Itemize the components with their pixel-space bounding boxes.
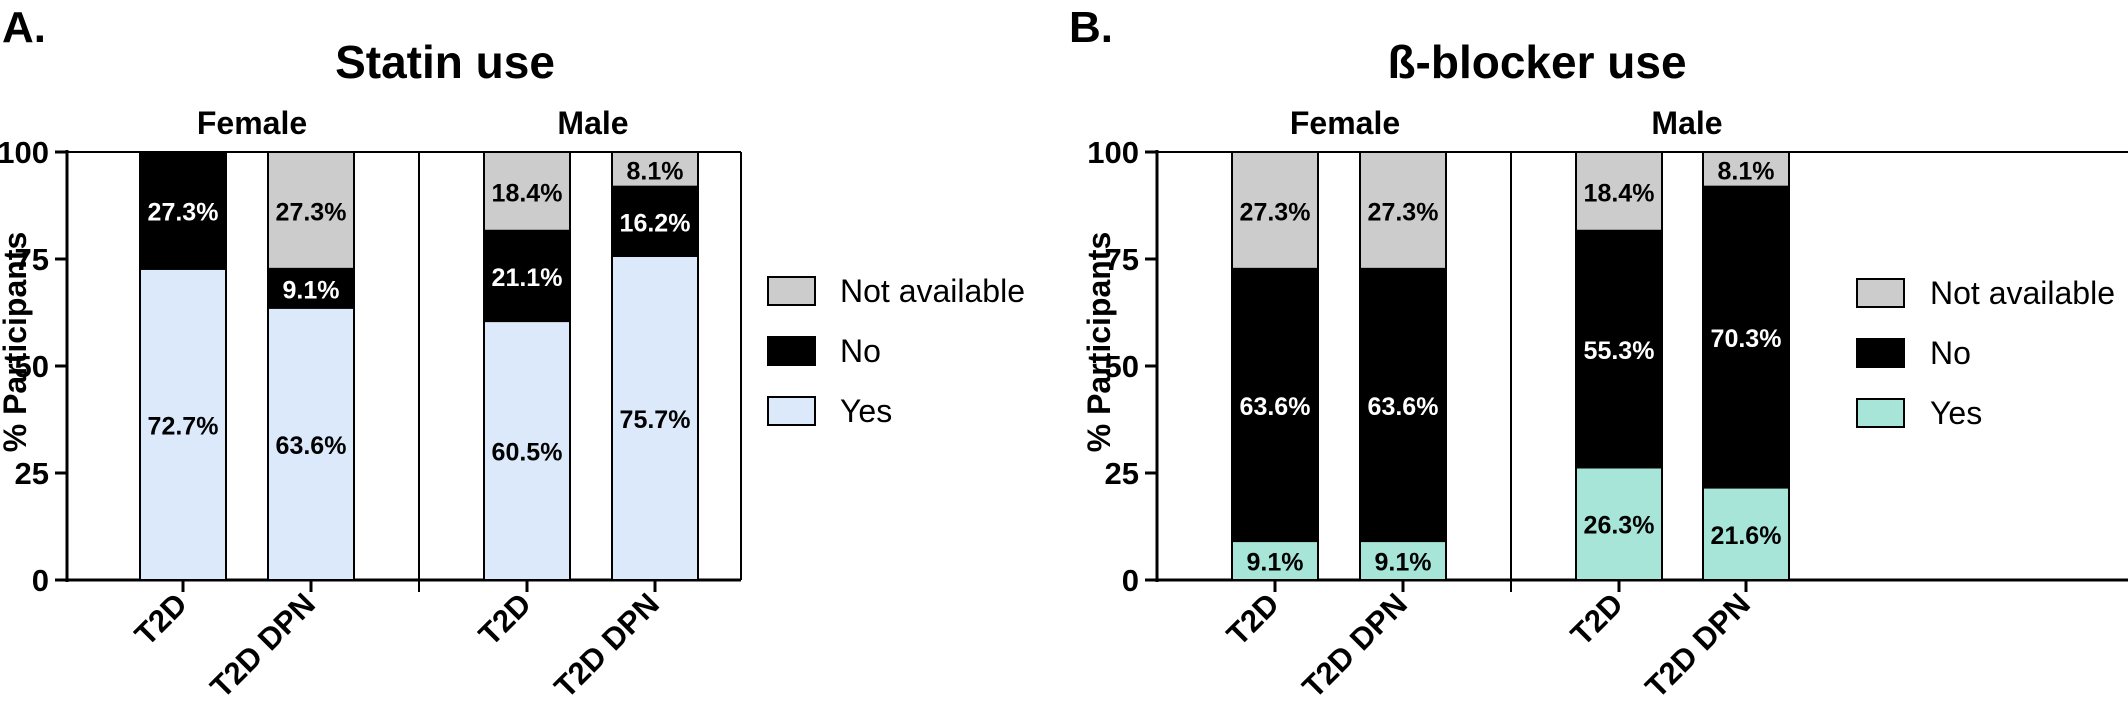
legend-label: Not available (840, 273, 1025, 309)
bar-segment-yes (139, 267, 227, 581)
bar-segment-not-available (1231, 151, 1319, 270)
data-label: 27.3% (1240, 198, 1311, 226)
group-label: Female (1290, 105, 1400, 141)
y-tick-label: 0 (32, 563, 49, 598)
data-label: 8.1% (1718, 157, 1775, 185)
x-tick-label: T2D DPN (1638, 586, 1757, 705)
bar-segment-no (267, 267, 355, 309)
group-label: Male (1651, 105, 1722, 141)
y-axis-label: % Participants (0, 232, 33, 453)
legend-swatch (767, 336, 816, 366)
y-tick-label: 75 (1105, 242, 1139, 277)
y-tick-label: 50 (1105, 349, 1139, 384)
group-label: Male (557, 105, 628, 141)
y-tick-label: 100 (1087, 135, 1139, 170)
chart-title: ß-blocker use (1387, 36, 1686, 88)
panel-a: A. Statin use % Participants Female Male … (0, 3, 1025, 705)
group-label: Female (197, 105, 307, 141)
y-tick-label: 25 (1105, 456, 1139, 491)
legend-swatch (1856, 278, 1905, 308)
bar-segment-no (139, 151, 227, 270)
x-tick-label: T2D (472, 586, 538, 652)
bar-segment-yes (267, 306, 355, 581)
y-tick-label: 50 (15, 349, 49, 384)
legend-label: No (840, 333, 881, 369)
data-label: 9.1% (1375, 549, 1432, 577)
data-label: 9.1% (1247, 549, 1304, 577)
legend-label: Not available (1930, 275, 2115, 311)
data-label: 16.2% (620, 209, 691, 237)
legend-swatch (767, 396, 816, 426)
data-label: 27.3% (276, 198, 347, 226)
y-tick-label: 0 (1122, 563, 1139, 598)
y-tick-label: 75 (15, 242, 49, 277)
bar-segment-not-available (267, 151, 355, 270)
data-label: 70.3% (1711, 325, 1782, 353)
data-label: 21.6% (1711, 522, 1782, 550)
bar-segment-no (1231, 267, 1319, 543)
bar-segment-no (1702, 185, 1790, 489)
bar-segment-yes (1575, 466, 1663, 582)
data-label: 8.1% (627, 157, 684, 185)
x-tick-label: T2D DPN (203, 586, 322, 705)
data-label: 18.4% (492, 179, 563, 207)
panel-b: B. ß-blocker use % Participants Female Ma… (1069, 3, 2128, 705)
panel-label: A. (2, 3, 46, 52)
legend-label: Yes (840, 393, 892, 429)
panel-label: B. (1069, 3, 1113, 52)
x-tick-label: T2D (128, 586, 194, 652)
chart-title: Statin use (335, 36, 555, 88)
data-label: 75.7% (620, 406, 691, 434)
y-axis-label: % Participants (1081, 232, 1117, 453)
bar-segment-not-available (483, 151, 571, 232)
data-label: 18.4% (1584, 179, 1655, 207)
data-label: 27.3% (1368, 198, 1439, 226)
legend-swatch (1856, 398, 1905, 428)
x-tick-label: T2D (1220, 586, 1286, 652)
x-tick-label: T2D DPN (1295, 586, 1414, 705)
data-label: 55.3% (1584, 337, 1655, 365)
data-label: 9.1% (283, 276, 340, 304)
bar-segment-not-available (611, 151, 699, 188)
data-label: 63.6% (1368, 393, 1439, 421)
data-label: 63.6% (276, 432, 347, 460)
data-label: 21.1% (492, 264, 563, 292)
bar-segment-not-available (1359, 151, 1447, 270)
y-tick-label: 100 (0, 135, 49, 170)
data-label: 26.3% (1584, 512, 1655, 540)
legend-label: No (1930, 335, 1971, 371)
bar-segment-not-available (1575, 151, 1663, 232)
legend-swatch (767, 276, 816, 306)
bar-segment-no (483, 229, 571, 323)
x-tick-label: T2D (1564, 586, 1630, 652)
bar-segment-no (611, 185, 699, 258)
bar-segment-not-available (1702, 151, 1790, 188)
bar-segment-no (1359, 267, 1447, 543)
bar-segment-yes (1231, 540, 1319, 581)
x-tick-label: T2D DPN (547, 586, 666, 705)
y-tick-label: 25 (15, 456, 49, 491)
data-label: 63.6% (1240, 393, 1311, 421)
data-label: 72.7% (148, 412, 219, 440)
legend-swatch (1856, 338, 1905, 368)
data-label: 27.3% (148, 198, 219, 226)
bar-segment-yes (611, 255, 699, 581)
data-label: 60.5% (492, 439, 563, 467)
legend-label: Yes (1930, 395, 1982, 431)
